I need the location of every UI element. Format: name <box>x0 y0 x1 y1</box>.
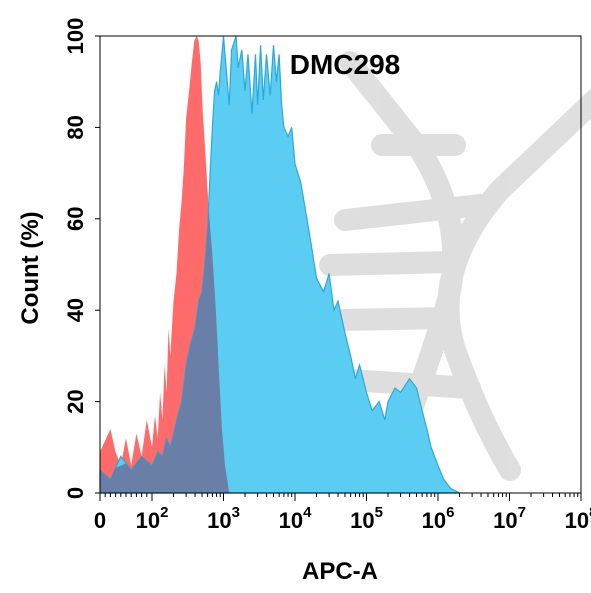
x-tick-label: 108 <box>565 504 591 533</box>
y-tick-label: 40 <box>63 298 88 322</box>
y-axis-label: Count (%) <box>17 211 44 324</box>
x-tick-label: 106 <box>422 504 455 533</box>
x-tick-label: 102 <box>136 504 169 533</box>
y-tick-label: 80 <box>63 115 88 139</box>
y-tick-label: 60 <box>63 207 88 231</box>
plot-frame <box>99 35 582 494</box>
x-tick-label: 107 <box>493 504 526 533</box>
y-axis-ticks <box>95 35 100 494</box>
y-tick-label: 0 <box>63 487 88 499</box>
x-tick-label: 103 <box>207 504 240 533</box>
x-tick-label: 105 <box>350 504 383 533</box>
chart-title: DMC298 <box>290 49 400 80</box>
x-tick-label: 0 <box>94 508 106 533</box>
y-tick-label: 20 <box>63 389 88 413</box>
x-tick-label: 104 <box>279 504 312 533</box>
overlap-region <box>100 209 230 493</box>
x-axis-label: APC-A <box>302 558 378 585</box>
y-tick-label: 100 <box>63 18 88 55</box>
y-axis-tick-labels: 0 20 40 60 80 100 <box>63 18 88 499</box>
x-axis-ticks <box>99 493 582 501</box>
x-axis-tick-labels: 0 102 103 104 105 106 107 108 <box>94 504 591 533</box>
